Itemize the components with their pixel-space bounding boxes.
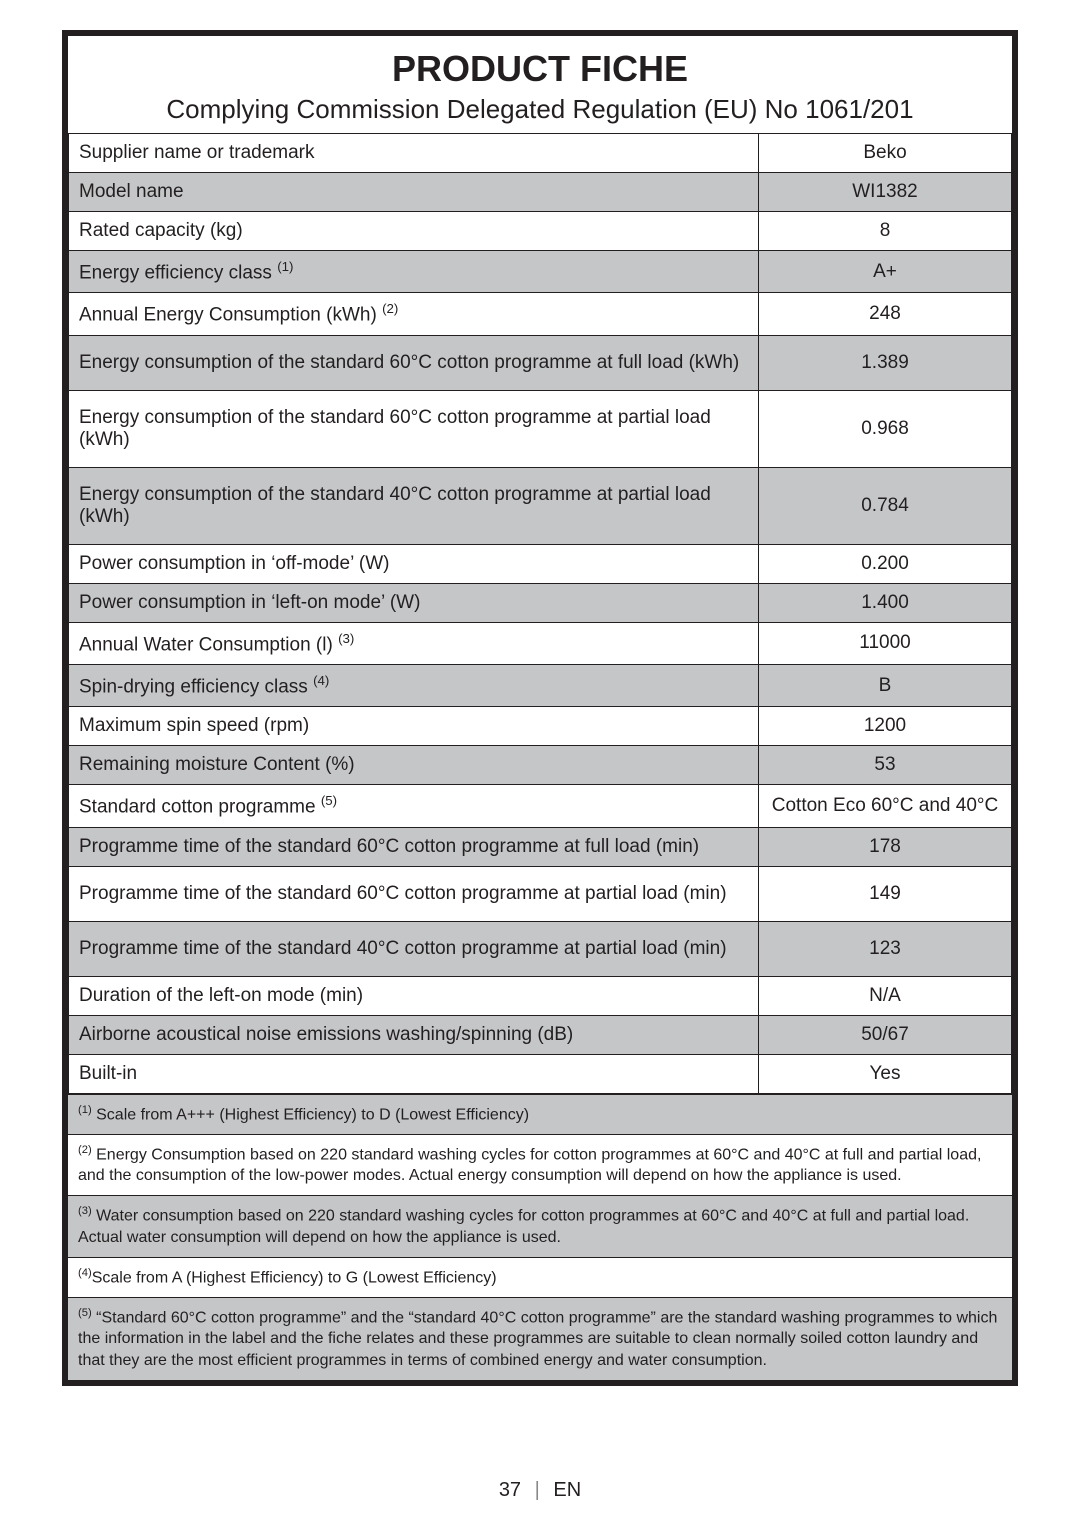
spec-table: Supplier name or trademarkBekoModel name… [68, 133, 1012, 1094]
table-row: Power consumption in ‘off-mode’ (W)0.200 [69, 544, 1012, 583]
table-row: Energy consumption of the standard 40°C … [69, 467, 1012, 544]
table-row: Programme time of the standard 40°C cott… [69, 921, 1012, 976]
row-label: Energy consumption of the standard 40°C … [69, 467, 759, 544]
table-row: Energy consumption of the standard 60°C … [69, 335, 1012, 390]
row-value: 0.200 [759, 544, 1012, 583]
table-row: Airborne acoustical noise emissions wash… [69, 1015, 1012, 1054]
page-number: 37 [499, 1479, 521, 1501]
table-row: Energy efficiency class (1)A+ [69, 251, 1012, 293]
table-row: Standard cotton programme (5)Cotton Eco … [69, 785, 1012, 827]
row-label: Programme time of the standard 60°C cott… [69, 866, 759, 921]
row-value: 123 [759, 921, 1012, 976]
row-value: 0.784 [759, 467, 1012, 544]
table-row: Supplier name or trademarkBeko [69, 134, 1012, 173]
row-value: 248 [759, 293, 1012, 335]
row-label: Spin-drying efficiency class (4) [69, 664, 759, 706]
footnote-text: (1) Scale from A+++ (Highest Efficiency)… [68, 1094, 1012, 1134]
table-row: Annual Energy Consumption (kWh) (2)248 [69, 293, 1012, 335]
footnotes-table: (1) Scale from A+++ (Highest Efficiency)… [68, 1094, 1012, 1380]
row-label: Energy consumption of the standard 60°C … [69, 390, 759, 467]
row-value: 1.400 [759, 583, 1012, 622]
row-value: 178 [759, 827, 1012, 866]
row-value: 8 [759, 212, 1012, 251]
table-row: Duration of the left-on mode (min)N/A [69, 976, 1012, 1015]
fiche-subtitle: Complying Commission Delegated Regulatio… [68, 94, 1012, 133]
row-value: Yes [759, 1054, 1012, 1093]
table-row: Programme time of the standard 60°C cott… [69, 866, 1012, 921]
row-label: Duration of the left-on mode (min) [69, 976, 759, 1015]
table-row: Programme time of the standard 60°C cott… [69, 827, 1012, 866]
footnote-row: (4)Scale from A (Highest Efficiency) to … [68, 1257, 1012, 1297]
row-label: Programme time of the standard 40°C cott… [69, 921, 759, 976]
page-lang: EN [553, 1479, 581, 1501]
footnote-row: (3) Water consumption based on 220 stand… [68, 1196, 1012, 1258]
fiche-title: PRODUCT FICHE [68, 36, 1012, 94]
row-label: Remaining moisture Content (%) [69, 746, 759, 785]
row-value: Beko [759, 134, 1012, 173]
row-label: Annual Energy Consumption (kWh) (2) [69, 293, 759, 335]
row-label: Power consumption in ‘left-on mode’ (W) [69, 583, 759, 622]
table-row: Rated capacity (kg)8 [69, 212, 1012, 251]
row-value: 1.389 [759, 335, 1012, 390]
table-row: Maximum spin speed (rpm)1200 [69, 707, 1012, 746]
footnote-text: (3) Water consumption based on 220 stand… [68, 1196, 1012, 1258]
row-label: Airborne acoustical noise emissions wash… [69, 1015, 759, 1054]
row-value: 149 [759, 866, 1012, 921]
footnote-text: (5) “Standard 60°C cotton programme” and… [68, 1297, 1012, 1380]
table-row: Remaining moisture Content (%)53 [69, 746, 1012, 785]
row-label: Standard cotton programme (5) [69, 785, 759, 827]
row-value: A+ [759, 251, 1012, 293]
page-footer: 37 | EN [0, 1479, 1080, 1502]
row-label: Maximum spin speed (rpm) [69, 707, 759, 746]
row-value: 50/67 [759, 1015, 1012, 1054]
row-value: B [759, 664, 1012, 706]
footnote-text: (2) Energy Consumption based on 220 stan… [68, 1134, 1012, 1196]
row-label: Model name [69, 173, 759, 212]
row-label: Power consumption in ‘off-mode’ (W) [69, 544, 759, 583]
row-label: Energy consumption of the standard 60°C … [69, 335, 759, 390]
footnote-row: (1) Scale from A+++ (Highest Efficiency)… [68, 1094, 1012, 1134]
table-row: Spin-drying efficiency class (4)B [69, 664, 1012, 706]
table-row: Energy consumption of the standard 60°C … [69, 390, 1012, 467]
row-value: 53 [759, 746, 1012, 785]
row-value: 1200 [759, 707, 1012, 746]
row-label: Annual Water Consumption (l) (3) [69, 622, 759, 664]
table-row: Built-inYes [69, 1054, 1012, 1093]
row-value: Cotton Eco 60°C and 40°C [759, 785, 1012, 827]
row-value: WI1382 [759, 173, 1012, 212]
footer-separator: | [535, 1479, 540, 1501]
footnote-text: (4)Scale from A (Highest Efficiency) to … [68, 1257, 1012, 1297]
footnote-row: (2) Energy Consumption based on 220 stan… [68, 1134, 1012, 1196]
footnote-row: (5) “Standard 60°C cotton programme” and… [68, 1297, 1012, 1380]
row-value: 0.968 [759, 390, 1012, 467]
row-label: Programme time of the standard 60°C cott… [69, 827, 759, 866]
row-label: Energy efficiency class (1) [69, 251, 759, 293]
product-fiche-frame: PRODUCT FICHE Complying Commission Deleg… [62, 30, 1018, 1386]
table-row: Power consumption in ‘left-on mode’ (W)1… [69, 583, 1012, 622]
row-value: 11000 [759, 622, 1012, 664]
row-value: N/A [759, 976, 1012, 1015]
table-row: Annual Water Consumption (l) (3)11000 [69, 622, 1012, 664]
row-label: Supplier name or trademark [69, 134, 759, 173]
table-row: Model nameWI1382 [69, 173, 1012, 212]
row-label: Rated capacity (kg) [69, 212, 759, 251]
row-label: Built-in [69, 1054, 759, 1093]
